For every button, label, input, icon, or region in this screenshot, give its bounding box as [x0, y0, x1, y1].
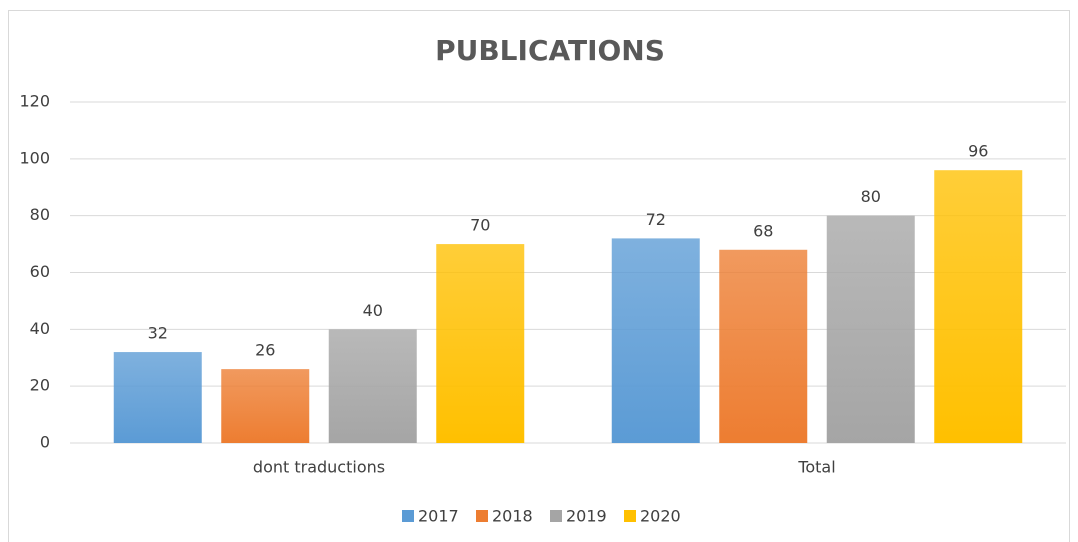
- value-label: 32: [148, 324, 168, 343]
- legend-swatch: [550, 510, 562, 522]
- bar: [113, 352, 202, 443]
- bar: [328, 329, 417, 443]
- legend-label: 2020: [640, 507, 681, 526]
- y-tick-label: 20: [30, 376, 50, 395]
- value-label: 26: [255, 341, 275, 360]
- legend-label: 2019: [566, 507, 607, 526]
- y-tick-label: 0: [40, 433, 50, 452]
- value-label: 68: [753, 221, 773, 240]
- bar: [221, 369, 310, 443]
- y-tick-label: 80: [30, 205, 50, 224]
- value-label: 80: [861, 187, 881, 206]
- y-tick-label: 60: [30, 262, 50, 281]
- chart-title: PUBLICATIONS: [435, 34, 665, 67]
- legend-swatch: [476, 510, 488, 522]
- bar: [826, 215, 915, 443]
- value-label: 96: [968, 142, 988, 161]
- legend-label: 2018: [492, 507, 533, 526]
- x-tick-label: dont traductions: [253, 458, 385, 477]
- y-tick-label: 100: [19, 148, 50, 167]
- legend-swatch: [624, 510, 636, 522]
- value-label: 40: [363, 301, 383, 320]
- bar: [436, 244, 525, 443]
- legend-label: 2017: [418, 507, 459, 526]
- value-label: 72: [646, 210, 666, 229]
- bar: [934, 170, 1023, 443]
- value-label: 70: [470, 216, 490, 235]
- y-tick-label: 40: [30, 319, 50, 338]
- legend-swatch: [402, 510, 414, 522]
- x-tick-label: Total: [797, 458, 835, 477]
- bar: [719, 249, 808, 443]
- bar: [611, 238, 700, 443]
- y-tick-label: 120: [19, 92, 50, 111]
